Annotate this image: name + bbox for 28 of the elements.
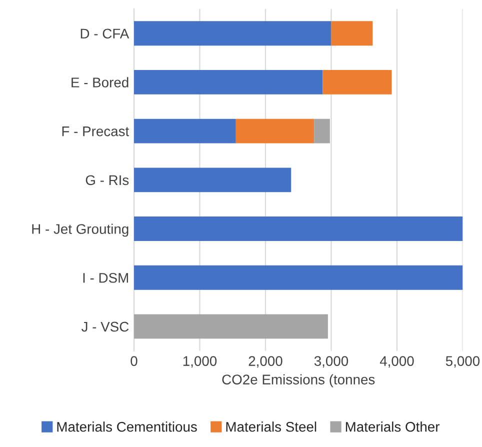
legend-label: Materials Other (346, 422, 440, 432)
legend-label: Materials Steel (226, 422, 316, 432)
bar (134, 216, 463, 241)
y-tick-label: G - RIs (86, 175, 129, 186)
bar (134, 70, 323, 94)
x-axis-title: CO2e Emissions (tonnes (222, 374, 375, 388)
y-tick-label: D - CFA (80, 28, 130, 39)
x-tick-label: 0 (130, 356, 138, 366)
y-tick-label: H - Jet Grouting (32, 224, 128, 237)
bar (331, 21, 373, 46)
legend-label: Materials Cementitious (57, 422, 197, 432)
y-tick-label: I - DSM (83, 272, 128, 283)
bar (134, 168, 292, 192)
y-tick-label: E - Bored (72, 77, 128, 88)
x-tick-label: 4,000 (380, 356, 414, 368)
x-tick-label: 2,000 (248, 356, 282, 368)
bar (134, 314, 328, 339)
bar (236, 118, 314, 144)
bar (322, 70, 392, 94)
y-tick-label: J - VSC (82, 322, 129, 332)
bar (134, 118, 236, 144)
x-tick-label: 1,000 (183, 356, 217, 368)
bar (134, 21, 332, 46)
bar (134, 265, 463, 290)
bar (314, 118, 330, 144)
x-tick-label: 3,000 (314, 356, 348, 368)
x-tick-label: 5,000 (446, 356, 480, 368)
y-tick-label: F - Precast (62, 126, 130, 136)
